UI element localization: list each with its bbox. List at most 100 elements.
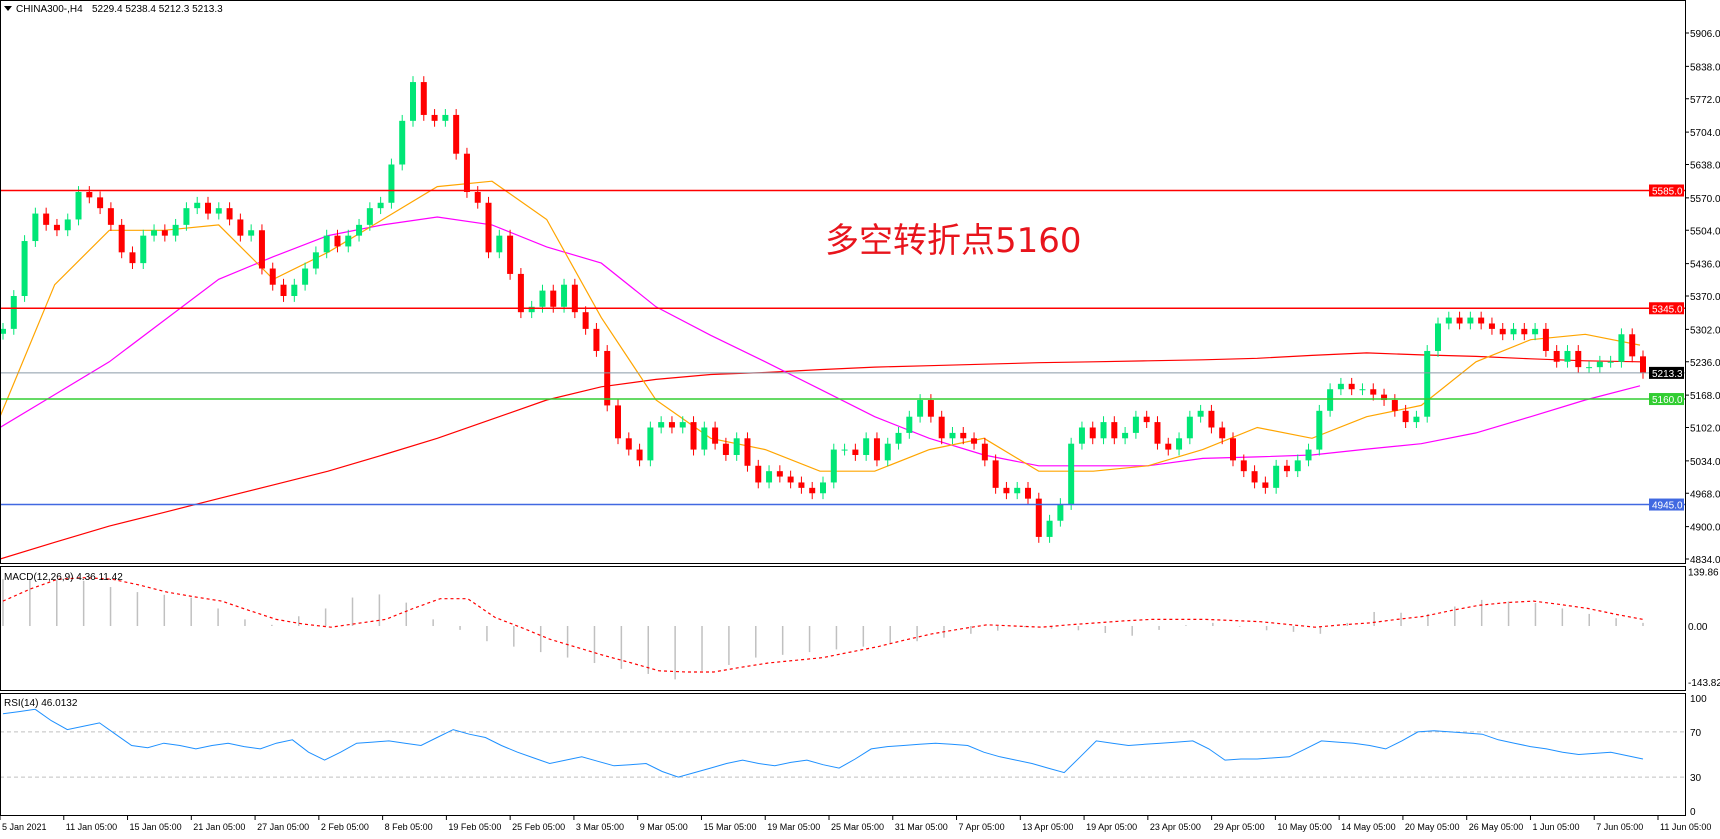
- candle-body: [1327, 389, 1334, 411]
- candle-body: [1337, 383, 1344, 390]
- x-tick-label: 1 Jun 05:00: [1532, 822, 1579, 832]
- candle-body: [658, 422, 665, 428]
- price-panel[interactable]: 5906.0 5838.0 5772.0 5704.0 5638.0 5570.0 5504…: [0, 29, 1720, 566]
- candle-body: [1068, 443, 1075, 505]
- x-tick-label: 31 Mar 05:00: [895, 822, 948, 832]
- candle-body: [1640, 356, 1646, 373]
- macd-y-tick-label: -143.82: [1688, 678, 1720, 689]
- level-tag-bg: [1649, 393, 1684, 406]
- candle-body: [830, 449, 837, 483]
- macd-signal-line: [2, 577, 1644, 673]
- x-tick-label: 13 Apr 05:00: [1022, 822, 1073, 832]
- x-tick-label: 7 Apr 05:00: [959, 822, 1005, 832]
- candle-body: [615, 405, 621, 439]
- candle-body: [1176, 438, 1183, 450]
- candle-body: [291, 284, 298, 296]
- candle-body: [1014, 487, 1021, 494]
- candle-body: [539, 290, 546, 307]
- candle-body: [107, 208, 114, 225]
- candle-body: [766, 471, 773, 483]
- candle-body: [712, 427, 719, 444]
- candle-body: [1488, 323, 1495, 329]
- candle-body: [302, 268, 309, 285]
- candle-body: [1478, 317, 1485, 324]
- level-tag-label: 4945.0: [1652, 501, 1683, 512]
- ohlc-readout: 5229.4 5238.4 5212.3 5213.3: [92, 4, 223, 15]
- x-tick-label: 15 Mar 05:00: [703, 822, 756, 832]
- candle-body: [151, 230, 158, 236]
- candle-body: [1025, 487, 1031, 499]
- candle-body: [1381, 394, 1388, 401]
- candle-body: [701, 427, 708, 450]
- candle-body: [1230, 438, 1236, 461]
- rsi-y-tick-label: 100: [1690, 694, 1707, 705]
- candle-body: [561, 284, 568, 307]
- price-tags: 5585.0 5345.0 5160.0 4945.0 5213.3: [1649, 184, 1684, 512]
- macd-panel[interactable]: 139.86 0.00 -143.82: [2, 568, 1720, 690]
- candle-body: [981, 443, 988, 461]
- candle-body: [1273, 465, 1280, 488]
- candle-body: [442, 114, 449, 121]
- candle-body: [755, 465, 762, 483]
- y-tick-label: 5302.0: [1690, 325, 1720, 336]
- x-tick-label: 23 Apr 05:00: [1150, 822, 1201, 832]
- candle-body: [906, 416, 913, 433]
- candle-body: [1413, 416, 1420, 423]
- candle-body: [496, 235, 503, 253]
- candle-body: [1618, 334, 1625, 362]
- symbol-label: CHINA300-,H4: [16, 4, 83, 15]
- x-tick-label: 29 Apr 05:00: [1214, 822, 1265, 832]
- y-tick-label: 4900.0: [1690, 523, 1720, 534]
- candle-body: [528, 306, 535, 313]
- level-tag-label: 5345.0: [1652, 304, 1683, 315]
- candle-body: [1370, 389, 1377, 395]
- candle-body: [1532, 328, 1539, 335]
- candle-body: [97, 197, 104, 209]
- candle-body: [722, 443, 729, 455]
- candle-body: [1283, 465, 1290, 472]
- rsi-y-tick-label: 0: [1690, 807, 1696, 818]
- candle-body: [668, 422, 675, 428]
- y-tick-label: 5638.0: [1690, 161, 1720, 172]
- candle-body: [873, 438, 880, 461]
- candle-body: [1294, 460, 1301, 472]
- candle-body: [571, 284, 578, 313]
- y-tick-label: 5570.0: [1690, 194, 1720, 205]
- candle-body: [1510, 328, 1517, 335]
- y-tick-label: 5236.0: [1690, 358, 1720, 369]
- candle-body: [917, 400, 924, 417]
- candle-body: [1219, 427, 1226, 439]
- candle-body: [1165, 443, 1172, 450]
- candle-body: [75, 191, 82, 220]
- candle-body: [1262, 482, 1269, 488]
- level-tag-bg: [1649, 302, 1684, 315]
- candle-body: [647, 427, 654, 461]
- candle-body: [1467, 317, 1474, 324]
- candle-body: [798, 482, 805, 488]
- candle-body: [1456, 317, 1463, 324]
- candle-body: [129, 252, 136, 264]
- x-tick-label: 7 Jun 05:00: [1596, 822, 1643, 832]
- candle-body: [744, 438, 751, 466]
- candle-body: [118, 224, 125, 253]
- candle-body: [992, 460, 999, 488]
- rsi-panel[interactable]: 100 70 30 0: [0, 694, 1707, 818]
- level-tag-label: 5585.0: [1652, 187, 1683, 198]
- x-tick-label: 14 May 05:00: [1341, 822, 1396, 832]
- candle-body: [582, 312, 589, 329]
- x-tick-label: 19 Apr 05:00: [1086, 822, 1137, 832]
- candle-body: [1240, 460, 1247, 472]
- candle-body: [1035, 498, 1042, 537]
- candle-body: [1402, 410, 1409, 423]
- candle-body: [345, 235, 352, 247]
- candle-body: [258, 230, 265, 269]
- candle-body: [140, 235, 147, 264]
- candle-body: [420, 82, 427, 115]
- y-tick-label: 5436.0: [1690, 260, 1720, 271]
- collapse-triangle-icon[interactable]: [4, 6, 12, 11]
- candle-body: [1186, 416, 1193, 439]
- candle-body: [172, 224, 179, 236]
- candle-body: [1445, 317, 1452, 324]
- candle-body: [507, 235, 514, 274]
